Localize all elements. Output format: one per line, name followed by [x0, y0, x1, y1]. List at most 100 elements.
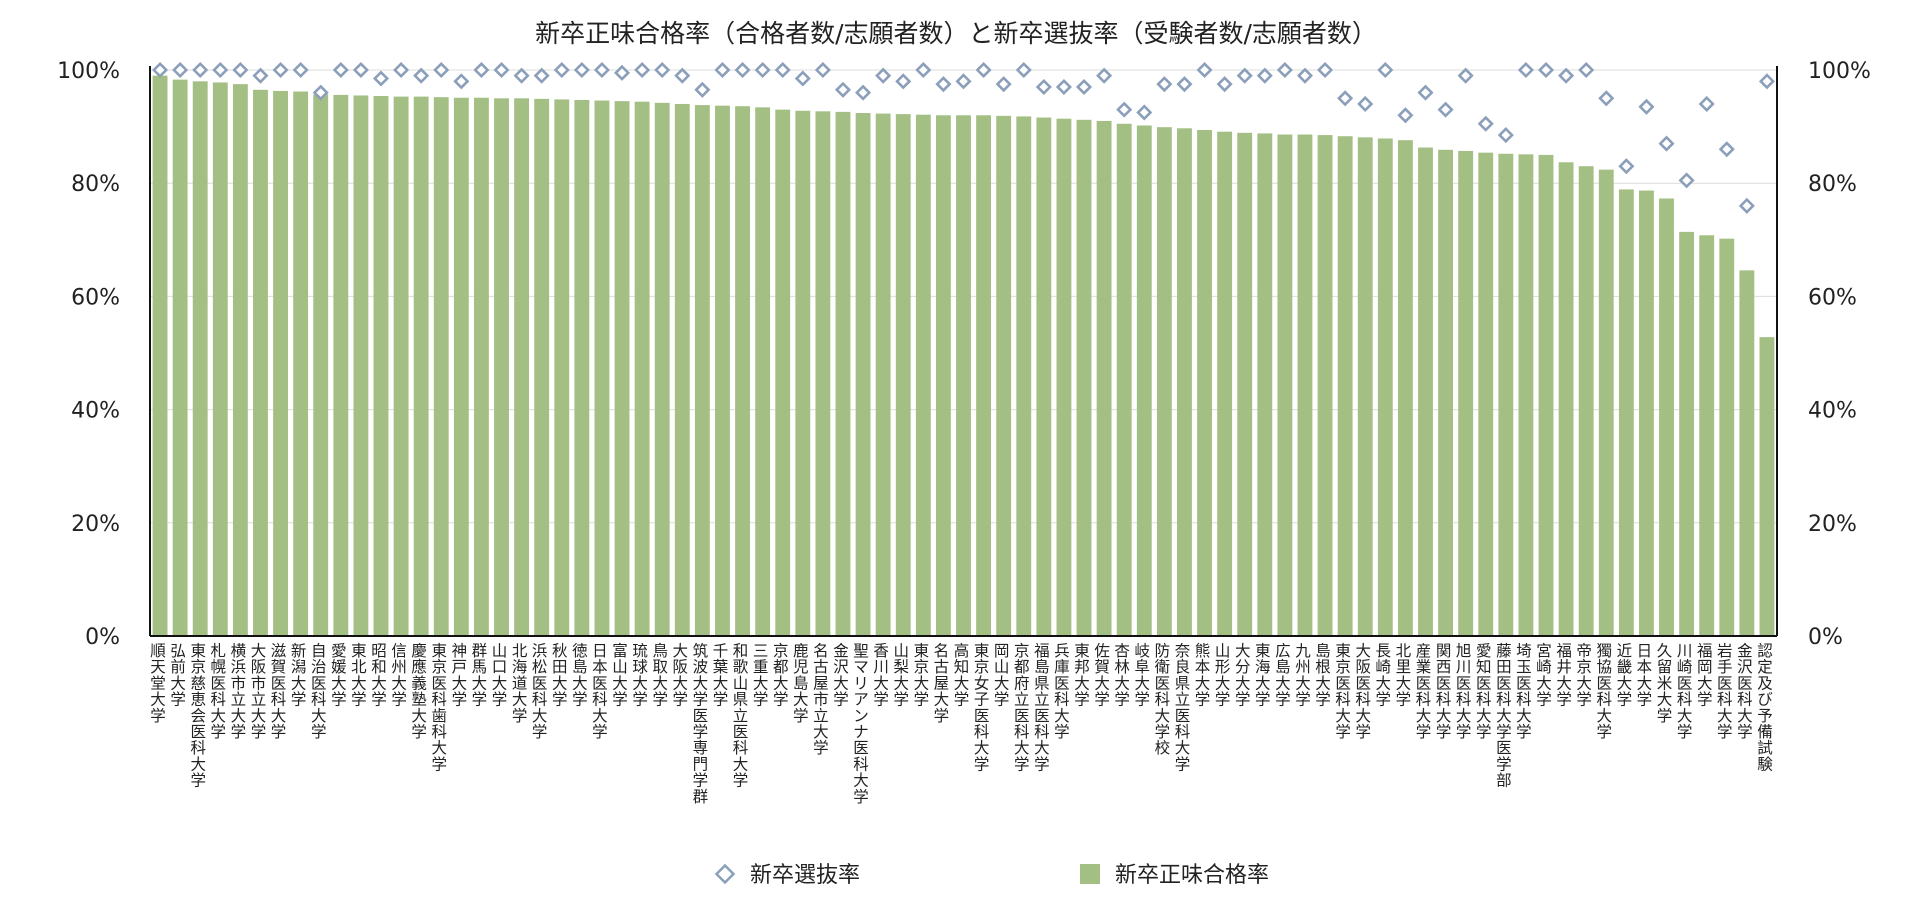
category-label: 福島県立医科大学 — [1034, 642, 1050, 773]
category-label: 佐賀大学 — [1094, 642, 1110, 709]
bar — [393, 96, 409, 637]
category-label: 北里大学 — [1396, 642, 1412, 709]
category-label: 京都大学 — [773, 642, 789, 709]
category-label: 東京女子医科大学 — [974, 642, 990, 773]
category-label: 埼玉医科大学 — [1516, 642, 1532, 741]
marker-point — [152, 61, 169, 79]
marker-point — [714, 61, 731, 79]
category-label: 浜松医科大学 — [532, 642, 548, 741]
bar — [1518, 154, 1534, 636]
bar — [494, 98, 509, 637]
legend-marker-swatch — [714, 863, 736, 885]
category-label: 岡山大学 — [994, 642, 1010, 709]
marker-point — [1116, 101, 1133, 118]
bar — [875, 113, 891, 636]
bar — [1639, 190, 1654, 636]
marker-point — [774, 61, 791, 79]
marker-point — [1537, 61, 1555, 79]
category-label: 九州大学 — [1295, 642, 1311, 709]
category-label: 京都府立医科大学 — [1014, 642, 1030, 773]
category-label: 千葉大学 — [713, 642, 729, 709]
marker-point — [1055, 78, 1072, 96]
marker-point — [513, 67, 530, 84]
marker-point — [252, 67, 269, 84]
marker-point — [372, 70, 390, 87]
bar — [293, 91, 309, 636]
bar-series — [152, 75, 1775, 637]
marker-point — [1236, 67, 1253, 84]
marker-point — [754, 61, 771, 79]
bar — [1618, 189, 1634, 636]
marker-point — [212, 61, 229, 79]
category-label: 三重大学 — [753, 642, 769, 709]
bar — [152, 75, 168, 636]
bar — [192, 81, 208, 636]
category-label: 東京医科大学 — [1335, 642, 1351, 741]
bar — [1257, 133, 1273, 636]
category-label: 弘前大学 — [170, 642, 186, 709]
legend-item-bar: 新卒正味合格率 — [1080, 863, 1269, 888]
bar — [1177, 128, 1192, 637]
marker-point — [613, 64, 631, 81]
legend-marker-label: 新卒選抜率 — [750, 863, 860, 888]
marker-point — [1015, 61, 1032, 79]
bar — [795, 110, 811, 636]
category-label: 山梨大学 — [893, 642, 909, 709]
bar — [1538, 154, 1554, 636]
y2-tick-label: 100% — [1808, 59, 1871, 84]
category-label: 認定及び予備試験 — [1757, 642, 1773, 773]
bar — [1357, 137, 1373, 636]
bar — [1418, 147, 1433, 637]
bar — [433, 97, 449, 637]
bar — [976, 115, 992, 636]
marker-point — [413, 67, 430, 84]
bar — [1136, 125, 1152, 636]
marker-point — [1196, 61, 1213, 79]
marker-point — [1317, 61, 1334, 79]
category-label: 大阪大学 — [673, 642, 689, 709]
y-tick-label: 100% — [57, 59, 120, 84]
marker-point — [272, 61, 289, 79]
category-label: 日本大学 — [1637, 642, 1653, 709]
marker-point — [553, 61, 570, 79]
category-label: 大阪市立大学 — [251, 642, 267, 741]
chart-title: 新卒正味合格率（合格者数/志願者数）と新卒選抜率（受験者数/志願者数） — [535, 19, 1377, 48]
bar — [1016, 116, 1032, 636]
marker-point — [473, 61, 490, 79]
category-label: 帝京大学 — [1576, 642, 1592, 709]
axes — [149, 66, 1778, 637]
marker-point — [172, 61, 189, 79]
bar — [313, 94, 329, 637]
y-tick-label: 0% — [85, 625, 120, 650]
category-label: 大分大学 — [1235, 642, 1251, 709]
bar — [775, 109, 791, 637]
bar — [1458, 150, 1474, 636]
marker-point — [1517, 61, 1534, 79]
bar — [1719, 238, 1735, 637]
marker-point — [1035, 78, 1052, 96]
category-label: 愛知医科大学 — [1476, 642, 1492, 741]
category-label: 旭川医科大学 — [1456, 642, 1472, 741]
category-label: 久留米大学 — [1657, 642, 1673, 725]
category-label: 慶應義塾大学 — [411, 642, 427, 741]
marker-point — [694, 81, 711, 98]
category-label: 新潟大学 — [291, 642, 307, 709]
category-label: 琉球大学 — [632, 642, 648, 709]
marker-point — [292, 61, 309, 79]
marker-point — [975, 61, 992, 79]
category-label: 東京医科歯科大学 — [431, 642, 447, 773]
marker-point — [573, 61, 590, 79]
category-label: 防衛医科大学校 — [1155, 642, 1171, 757]
bar — [735, 106, 750, 637]
bar — [614, 101, 630, 636]
bar — [212, 82, 228, 636]
marker-point — [634, 61, 651, 79]
category-label: 岐阜大学 — [1135, 642, 1151, 709]
category-label: 広島大学 — [1275, 642, 1291, 709]
bar — [453, 97, 469, 637]
marker-point — [1136, 104, 1153, 121]
marker-point — [1417, 84, 1434, 101]
marker-point — [1276, 61, 1293, 79]
marker-point — [232, 61, 249, 79]
